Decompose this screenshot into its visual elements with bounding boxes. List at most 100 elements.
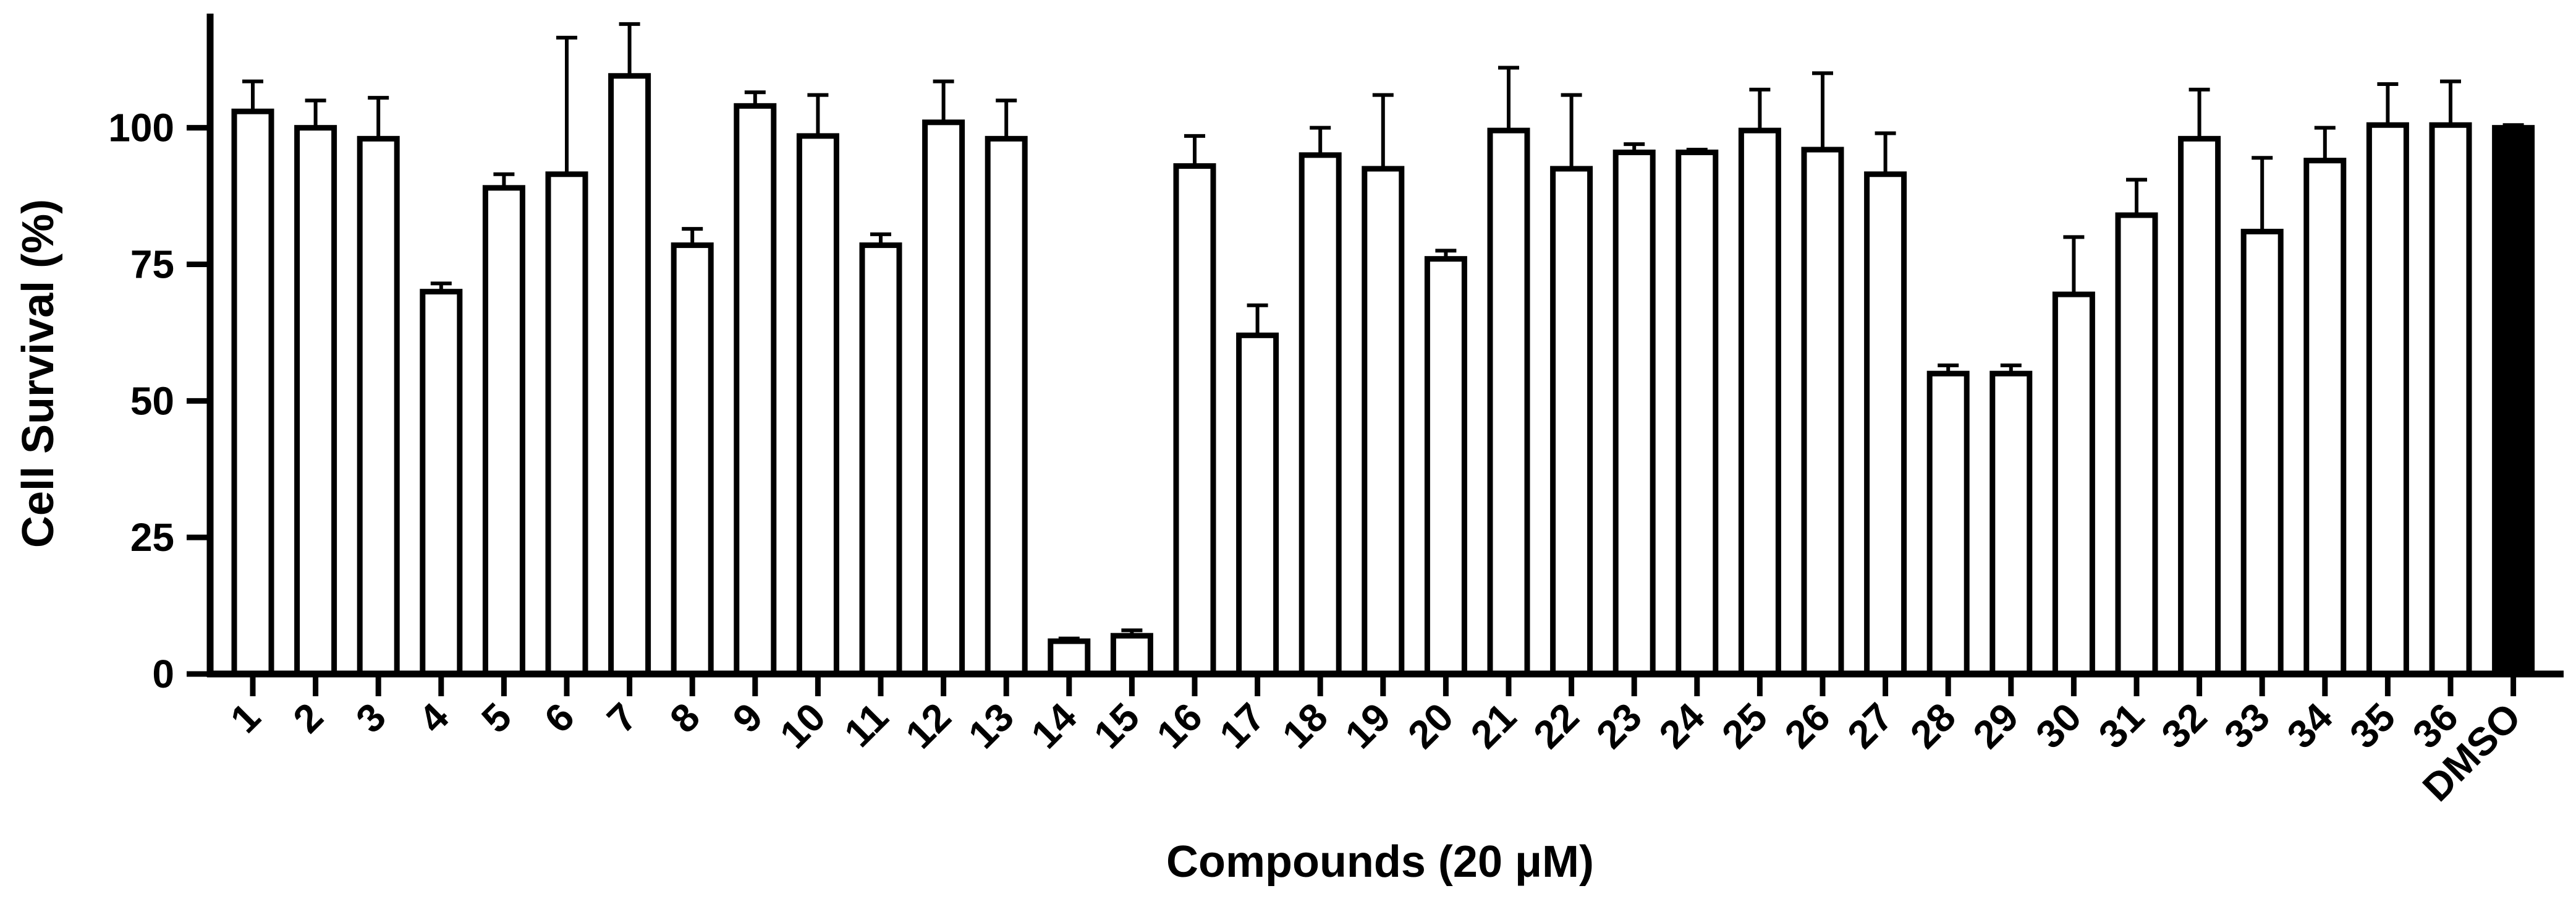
bar xyxy=(671,242,714,677)
bar-group-dmso xyxy=(2492,123,2535,677)
bar xyxy=(357,135,400,677)
bar xyxy=(922,119,965,677)
y-axis-title: Cell Survival (%) xyxy=(14,199,63,548)
bar xyxy=(545,171,588,677)
bar-group-33 xyxy=(2240,156,2284,677)
bar-group-19 xyxy=(1362,93,1405,677)
bar xyxy=(859,242,902,677)
bar-group-8 xyxy=(671,227,714,677)
bar-group-9 xyxy=(734,90,777,677)
bar xyxy=(1299,152,1342,677)
bar-group-7 xyxy=(608,22,651,677)
x-tick-label: 10 xyxy=(771,694,834,757)
x-tick-label: 8 xyxy=(661,694,708,741)
bar xyxy=(1048,638,1091,677)
x-tick-label: 1 xyxy=(222,694,269,741)
bar-group-22 xyxy=(1550,93,1593,677)
x-tick-label: 19 xyxy=(1336,694,1399,757)
bar-group-24 xyxy=(1676,148,1719,677)
x-ticks-layer: 1 2 3 4 5 6 7 8 9 10 11 12 13 14 15 16 17 18 19 20 21 22 23 24 2… xyxy=(222,674,2529,810)
bar-group-1 xyxy=(231,79,274,677)
bar-group-25 xyxy=(1738,87,1781,677)
bar xyxy=(1612,149,1656,677)
bar xyxy=(1864,171,1907,677)
bar xyxy=(985,135,1028,677)
bar-group-11 xyxy=(859,232,902,677)
x-tick-label: 34 xyxy=(2278,694,2341,757)
x-tick-label: 23 xyxy=(1588,694,1650,757)
x-tick-label: 29 xyxy=(1964,694,2027,757)
bar-group-30 xyxy=(2052,235,2095,677)
x-tick-label: 17 xyxy=(1211,694,1273,757)
y-tick-label: 0 xyxy=(152,652,174,696)
bar xyxy=(2492,125,2535,677)
bar-group-32 xyxy=(2178,87,2221,677)
bar-group-34 xyxy=(2303,126,2347,677)
bar-group-6 xyxy=(545,35,588,677)
x-tick-label: 9 xyxy=(724,694,771,741)
bar-group-20 xyxy=(1424,249,1467,677)
x-tick-label: 26 xyxy=(1776,694,1839,757)
bar-group-16 xyxy=(1173,134,1216,677)
bar-group-18 xyxy=(1299,126,1342,677)
y-tick-label: 100 xyxy=(108,106,174,150)
bar-group-26 xyxy=(1801,71,1844,677)
bar xyxy=(1676,149,1719,677)
x-tick-label: 32 xyxy=(2153,694,2215,757)
x-tick-label: 31 xyxy=(2090,694,2153,757)
bar-group-12 xyxy=(922,79,965,677)
bar-group-35 xyxy=(2366,82,2409,677)
x-tick-label: 16 xyxy=(1148,694,1211,757)
bar xyxy=(2240,229,2284,677)
x-tick-label: 22 xyxy=(1525,694,1587,757)
x-tick-label: 7 xyxy=(598,694,645,741)
x-tick-label: 15 xyxy=(1085,694,1148,757)
bar xyxy=(1173,163,1216,677)
bar xyxy=(608,73,651,677)
bar xyxy=(1738,127,1781,677)
y-ticks-layer: 0 25 50 75 100 xyxy=(108,106,210,696)
bar xyxy=(734,103,777,677)
bar-group-27 xyxy=(1864,131,1907,677)
bar xyxy=(1487,127,1530,677)
x-tick-label: 11 xyxy=(836,694,897,756)
bars-layer xyxy=(231,22,2535,677)
bar-group-10 xyxy=(796,93,839,677)
bar xyxy=(2429,122,2472,677)
bar xyxy=(1926,370,1970,677)
x-tick-label: 4 xyxy=(410,694,457,741)
x-tick-label: 24 xyxy=(1650,694,1713,757)
y-tick-label: 50 xyxy=(130,378,174,423)
bar-group-28 xyxy=(1926,363,1970,677)
bar-group-14 xyxy=(1048,636,1091,677)
bar xyxy=(1989,370,2033,677)
bar-group-21 xyxy=(1487,66,1530,677)
bar xyxy=(1236,332,1279,677)
x-tick-label: 27 xyxy=(1839,694,1901,757)
bar-group-17 xyxy=(1236,303,1279,677)
bar xyxy=(2366,122,2409,677)
x-tick-label: 14 xyxy=(1022,694,1085,757)
x-tick-label: 5 xyxy=(473,694,520,741)
bar-group-3 xyxy=(357,96,400,677)
bar xyxy=(1424,256,1467,677)
x-tick-label: 2 xyxy=(284,694,331,741)
bar xyxy=(420,289,463,677)
x-tick-label: 21 xyxy=(1462,694,1525,757)
bar-group-29 xyxy=(1989,363,2033,677)
x-tick-label: 13 xyxy=(960,694,1022,757)
bar-group-15 xyxy=(1110,628,1153,677)
x-tick-label: 28 xyxy=(1902,694,1964,757)
bar xyxy=(1801,147,1844,677)
bar-group-2 xyxy=(294,98,337,677)
x-tick-label: 35 xyxy=(2341,694,2404,757)
bar xyxy=(796,133,839,677)
x-tick-label: 6 xyxy=(536,694,583,741)
bar xyxy=(2115,212,2158,677)
bar xyxy=(1362,166,1405,677)
bar xyxy=(482,185,525,677)
bar xyxy=(294,125,337,677)
bar xyxy=(1110,633,1153,677)
x-tick-label: 18 xyxy=(1274,694,1336,757)
